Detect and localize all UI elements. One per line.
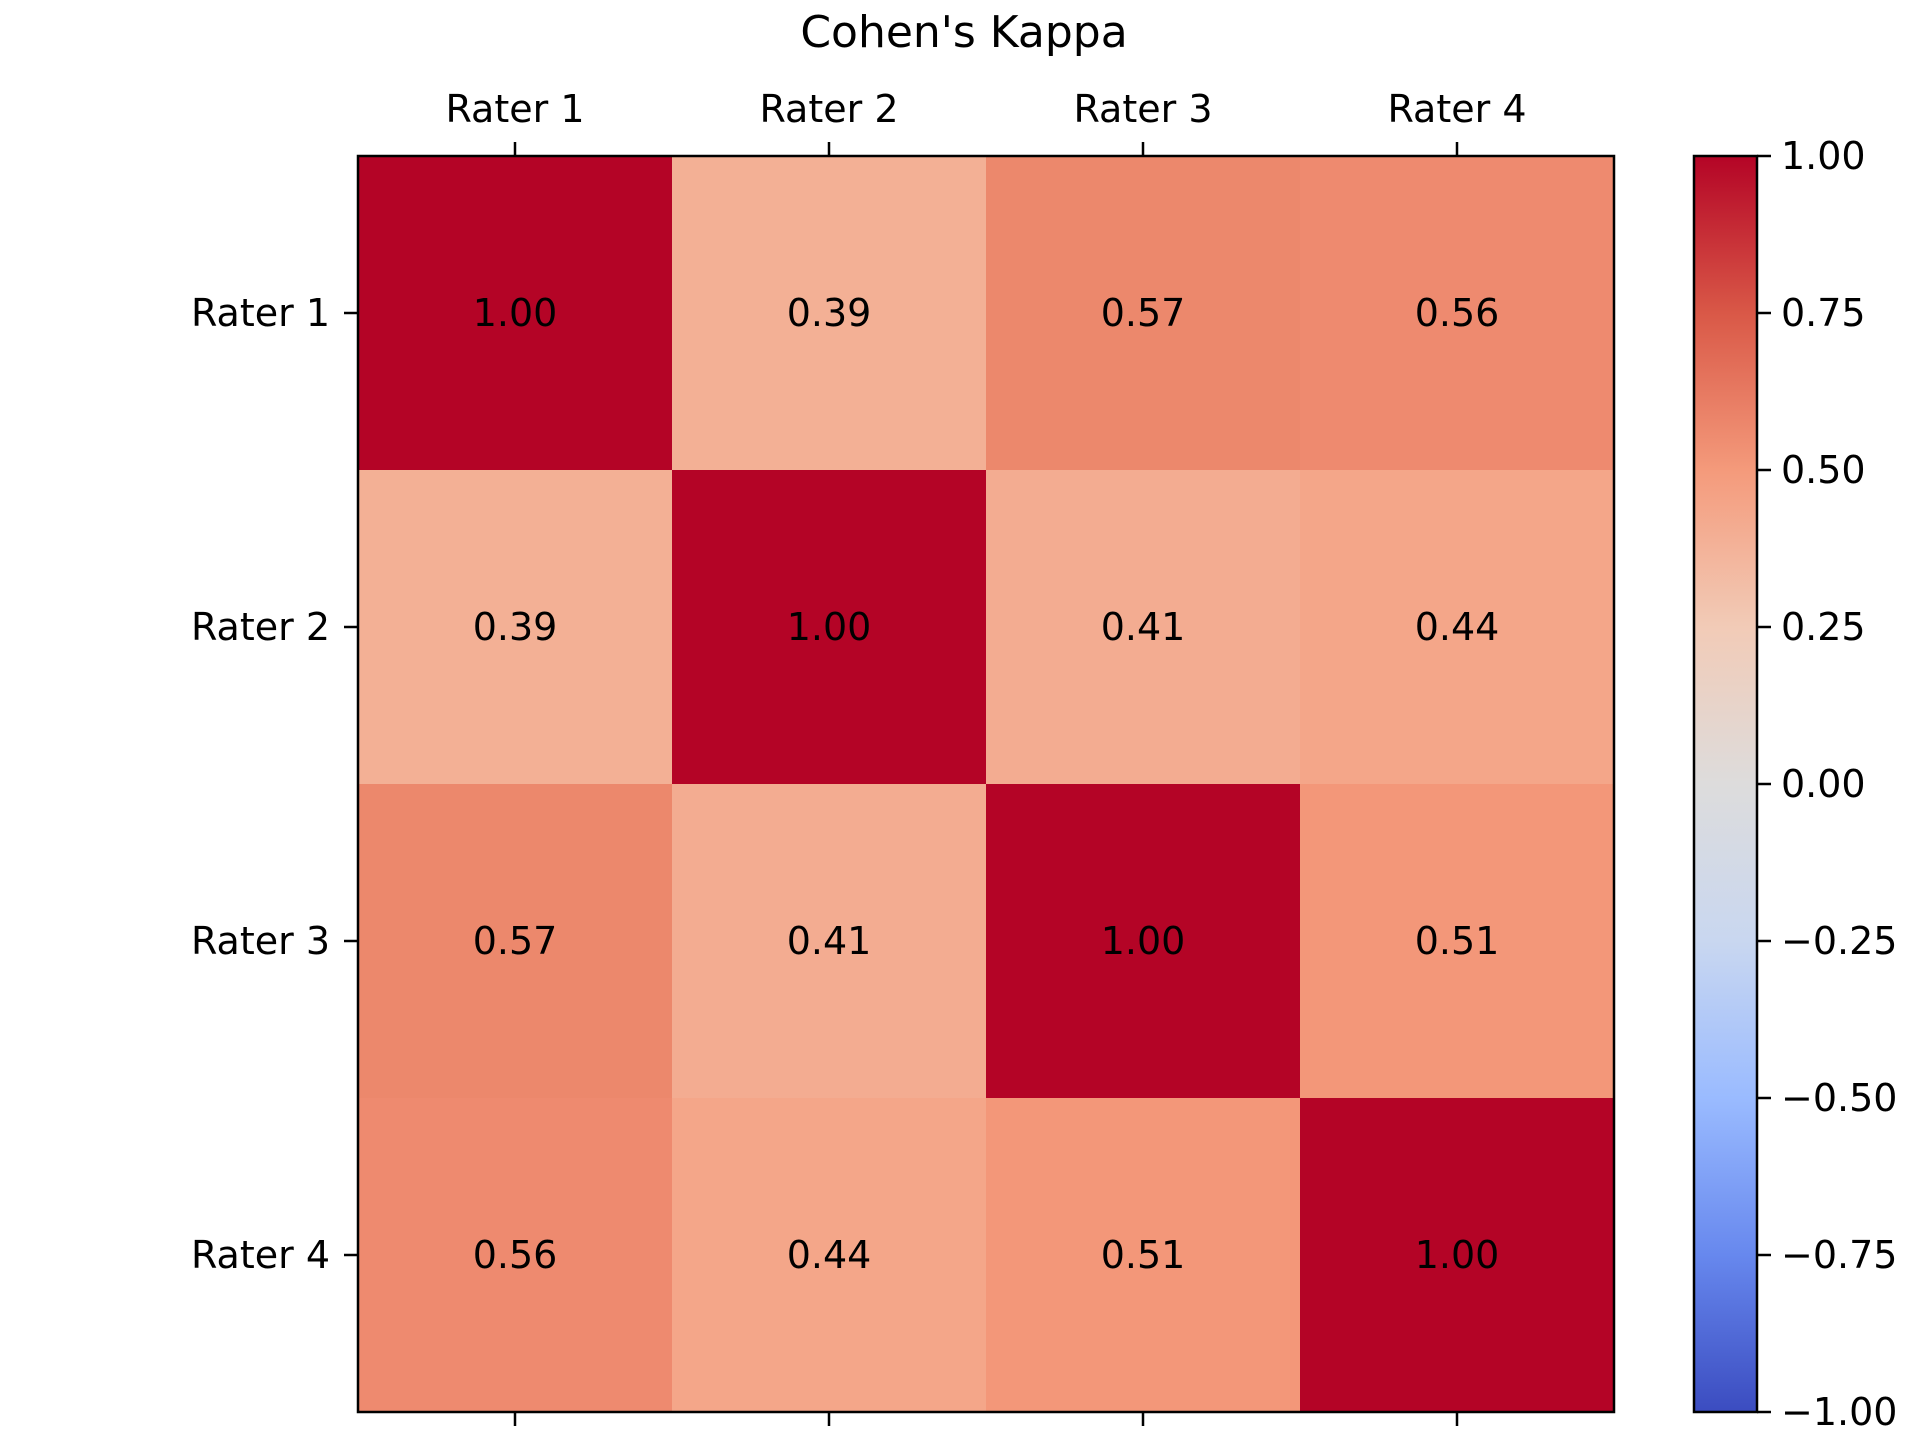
cell-value-label: 0.39 [787, 291, 872, 335]
colorbar-tick-label: 1.00 [1781, 134, 1866, 178]
x-axis-ticks: Rater 1 Rater 2 Rater 3 Rater 4 [445, 87, 1527, 1426]
y-tick-label: Rater 4 [191, 1233, 330, 1277]
heatmap-cell [358, 156, 673, 471]
heatmap-cell [986, 784, 1301, 1099]
heatmap-cell [1300, 156, 1615, 471]
cell-value-label: 0.51 [1415, 919, 1500, 963]
heatmap-cell [1300, 1098, 1615, 1413]
cell-value-label: 1.00 [1101, 919, 1186, 963]
colorbar-tick-label: 0.75 [1781, 291, 1866, 335]
heatmap-cell [672, 156, 987, 471]
x-tick-label: Rater 1 [445, 87, 584, 131]
y-axis-ticks: Rater 1 Rater 2 Rater 3 Rater 4 [191, 291, 358, 1277]
heatmap-cell [358, 1098, 673, 1413]
colorbar-tick-label: −0.75 [1781, 1233, 1897, 1277]
heatmap-cell [672, 1098, 987, 1413]
colorbar-tick-label: −1.00 [1781, 1390, 1897, 1434]
heatmap-cell [672, 470, 987, 785]
heatmap-cells [358, 156, 1615, 1413]
colorbar-ticks: 1.00 0.75 0.50 0.25 0.00 −0.25 −0.50 −0.75 −1.00 [1757, 134, 1897, 1434]
cell-value-label: 0.57 [473, 919, 558, 963]
cell-value-label: 1.00 [1415, 1233, 1500, 1277]
cell-value-label: 0.51 [1101, 1233, 1186, 1277]
y-tick-label: Rater 1 [191, 291, 330, 335]
cell-value-label: 0.57 [1101, 291, 1186, 335]
heatmap-cell [358, 470, 673, 785]
cell-value-label: 0.56 [1415, 291, 1500, 335]
heatmap-cell [1300, 470, 1615, 785]
x-tick-label: Rater 2 [759, 87, 898, 131]
cell-value-label: 0.41 [787, 919, 872, 963]
cell-value-label: 0.44 [787, 1233, 872, 1277]
y-tick-label: Rater 2 [191, 605, 330, 649]
cell-value-label: 0.39 [473, 605, 558, 649]
heatmap-cell-labels: 1.00 0.39 0.57 0.56 0.39 1.00 0.41 0.44 0.57 0.41… [473, 291, 1500, 1277]
colorbar-tick-label: 0.00 [1781, 762, 1866, 806]
colorbar-tick-label: 0.25 [1781, 605, 1866, 649]
cell-value-label: 1.00 [787, 605, 872, 649]
heatmap-cell [358, 784, 673, 1099]
cell-value-label: 0.56 [473, 1233, 558, 1277]
cell-value-label: 0.41 [1101, 605, 1186, 649]
x-tick-label: Rater 3 [1073, 87, 1212, 131]
heatmap-cell [986, 156, 1301, 471]
plot-frame [356, 154, 1616, 1414]
heatmap-cell [672, 784, 987, 1099]
colorbar-tick-label: −0.50 [1781, 1076, 1897, 1120]
colorbar [1692, 154, 1759, 1414]
heatmap-cell [1300, 784, 1615, 1099]
colorbar-tick-label: −0.25 [1781, 919, 1897, 963]
colorbar-tick-label: 0.50 [1781, 448, 1866, 492]
cell-value-label: 0.44 [1415, 605, 1500, 649]
y-tick-label: Rater 3 [191, 919, 330, 963]
heatmap-cell [986, 1098, 1301, 1413]
chart-title: Cohen's Kappa [800, 7, 1127, 58]
heatmap-cell [986, 470, 1301, 785]
x-tick-label: Rater 4 [1387, 87, 1526, 131]
cell-value-label: 1.00 [473, 291, 558, 335]
